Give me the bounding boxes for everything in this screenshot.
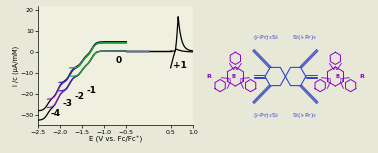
Y-axis label: i /c (μA/mM): i /c (μA/mM)	[12, 46, 19, 86]
Text: +1: +1	[174, 61, 187, 70]
Text: $\rm Si(i$-$\rm Pr)_3$: $\rm Si(i$-$\rm Pr)_3$	[292, 33, 318, 42]
Text: N: N	[334, 67, 337, 71]
Text: N: N	[240, 78, 243, 82]
Text: -2: -2	[75, 92, 85, 101]
Text: B: B	[336, 74, 339, 79]
Text: $(i$-$\rm Pr)_3Si$: $(i$-$\rm Pr)_3Si$	[253, 111, 279, 120]
Text: -1: -1	[87, 86, 96, 95]
Text: -4: -4	[50, 109, 60, 118]
Text: R: R	[206, 74, 211, 79]
Text: B: B	[231, 74, 235, 79]
Text: N: N	[228, 78, 231, 82]
Text: N: N	[328, 78, 331, 82]
Text: R: R	[360, 74, 365, 79]
X-axis label: E (V vs. Fc/Fc⁺): E (V vs. Fc/Fc⁺)	[89, 136, 142, 143]
Text: N: N	[340, 78, 343, 82]
Text: -3: -3	[62, 99, 73, 108]
Text: $(i$-$\rm Pr)_3Si$: $(i$-$\rm Pr)_3Si$	[253, 33, 279, 42]
Text: N: N	[234, 67, 237, 71]
Text: $\rm Si(i$-$\rm Pr)_3$: $\rm Si(i$-$\rm Pr)_3$	[292, 111, 318, 120]
Text: 0: 0	[115, 56, 121, 65]
